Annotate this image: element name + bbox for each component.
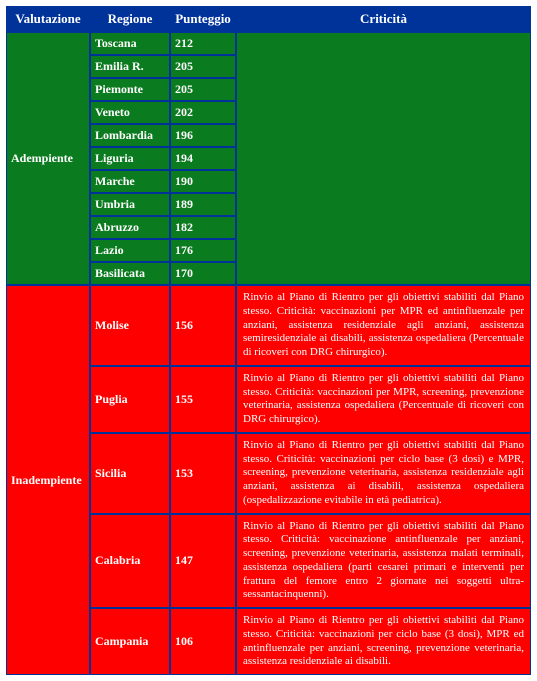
regione-cell: Lazio [90, 239, 170, 262]
evaluation-table: Valutazione Regione Punteggio Criticità … [6, 6, 531, 675]
regione-cell: Liguria [90, 147, 170, 170]
punteggio-cell: 156 [170, 285, 236, 366]
regione-cell: Marche [90, 170, 170, 193]
criticita-cell: Rinvio al Piano di Rientro per gli obiet… [236, 285, 531, 366]
regione-cell: Lombardia [90, 124, 170, 147]
punteggio-cell: 189 [170, 193, 236, 216]
regione-cell: Toscana [90, 32, 170, 55]
criticita-cell [236, 32, 531, 285]
punteggio-cell: 147 [170, 514, 236, 609]
regione-cell: Molise [90, 285, 170, 366]
regione-cell: Calabria [90, 514, 170, 609]
punteggio-cell: 194 [170, 147, 236, 170]
punteggio-cell: 212 [170, 32, 236, 55]
punteggio-cell: 205 [170, 55, 236, 78]
header-punteggio: Punteggio [170, 6, 236, 32]
regione-cell: Sicilia [90, 433, 170, 514]
table-row: AdempienteToscana212 [6, 32, 531, 55]
valutazione-cell: Adempiente [6, 32, 90, 285]
regione-cell: Umbria [90, 193, 170, 216]
regione-cell: Campania [90, 608, 170, 675]
regione-cell: Puglia [90, 366, 170, 433]
header-valutazione: Valutazione [6, 6, 90, 32]
punteggio-cell: 202 [170, 101, 236, 124]
punteggio-cell: 153 [170, 433, 236, 514]
valutazione-cell: Inadempiente [6, 285, 90, 675]
regione-cell: Veneto [90, 101, 170, 124]
header-criticita: Criticità [236, 6, 531, 32]
regione-cell: Piemonte [90, 78, 170, 101]
regione-cell: Abruzzo [90, 216, 170, 239]
header-regione: Regione [90, 6, 170, 32]
punteggio-cell: 190 [170, 170, 236, 193]
regione-cell: Basilicata [90, 262, 170, 285]
punteggio-cell: 106 [170, 608, 236, 675]
criticita-cell: Rinvio al Piano di Rientro per gli obiet… [236, 433, 531, 514]
punteggio-cell: 155 [170, 366, 236, 433]
table-header-row: Valutazione Regione Punteggio Criticità [6, 6, 531, 32]
criticita-cell: Rinvio al Piano di Rientro per gli obiet… [236, 366, 531, 433]
punteggio-cell: 170 [170, 262, 236, 285]
regione-cell: Emilia R. [90, 55, 170, 78]
punteggio-cell: 182 [170, 216, 236, 239]
punteggio-cell: 205 [170, 78, 236, 101]
punteggio-cell: 196 [170, 124, 236, 147]
table-row: InadempienteMolise156Rinvio al Piano di … [6, 285, 531, 366]
criticita-cell: Rinvio al Piano di Rientro per gli obiet… [236, 608, 531, 675]
punteggio-cell: 176 [170, 239, 236, 262]
criticita-cell: Rinvio al Piano di Rientro per gli obiet… [236, 514, 531, 609]
